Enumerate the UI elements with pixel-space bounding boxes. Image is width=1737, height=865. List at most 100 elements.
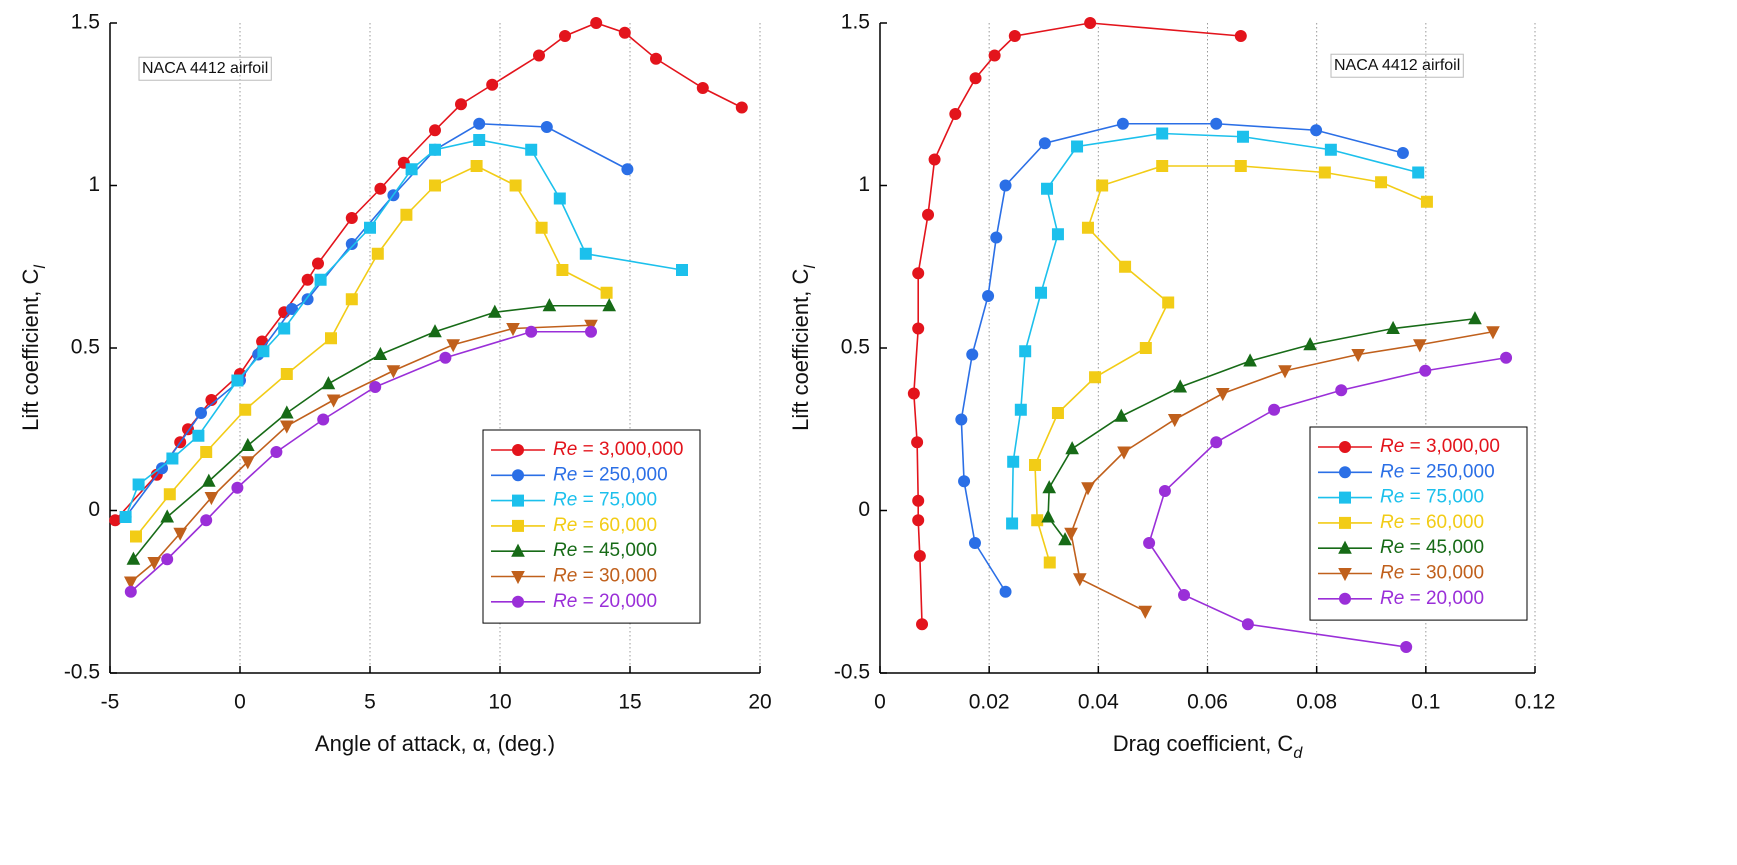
marker [1117,446,1131,460]
marker [556,264,569,276]
y-tick-label: 1 [858,173,870,196]
x-tick-label: 0.1 [1411,691,1440,714]
marker [1243,353,1257,367]
marker [326,394,341,408]
marker [1051,228,1064,241]
marker [1089,371,1102,384]
legend: Re = 3,000,000 Re = 250,000 Re = 75,000 Re … [482,429,701,624]
marker [386,365,401,379]
marker [400,208,413,221]
marker [161,553,174,566]
marker [1019,345,1032,358]
marker [200,446,213,458]
marker [270,446,283,458]
marker [1178,589,1191,601]
marker [512,494,524,507]
marker [676,264,688,276]
x-tick-label: -5 [101,691,120,714]
marker [109,514,122,527]
marker [321,376,336,390]
marker [156,462,168,475]
marker [1215,388,1230,402]
marker [317,413,330,426]
marker [487,304,502,318]
marker [1114,408,1129,422]
marker [1486,326,1500,340]
marker [1007,455,1020,468]
y-axis-label-sub: l [32,265,49,269]
legend-label: Re = 3,000,000 [553,439,683,460]
y-tick-label: 1.5 [841,11,870,34]
marker [535,221,548,234]
marker [371,247,384,260]
marker [1041,509,1055,523]
y-axis-label-text: Lift coefficient, C [788,269,813,431]
marker [279,420,294,434]
marker [1006,517,1019,530]
legend-label: Re = 60,000 [553,515,657,536]
marker [533,49,545,62]
marker [1096,179,1109,192]
marker [506,323,520,337]
marker [1468,311,1482,325]
legend-label: Re = 45,000 [1380,537,1484,558]
marker [1119,260,1132,273]
marker [1338,568,1352,582]
marker [559,30,571,42]
marker [240,456,255,470]
marker [650,52,662,65]
x-tick-label: 20 [748,691,771,714]
marker [958,475,971,488]
marker [621,163,634,176]
marker [1351,349,1365,363]
legend-label: Re = 30,000 [1380,563,1484,584]
x-tick-label: 5 [364,691,376,714]
marker [486,78,499,91]
marker [439,351,452,364]
marker [1043,556,1056,569]
marker [163,488,176,501]
marker [1139,342,1152,354]
marker [990,231,1003,244]
marker [916,618,929,631]
marker [325,332,337,345]
marker [126,551,141,565]
marker [525,143,538,156]
marker [1071,140,1084,153]
marker [147,557,162,571]
marker [1008,30,1021,42]
marker [911,436,924,449]
marker [160,509,175,523]
series-line [130,330,591,593]
y-tick-label: 1 [88,173,100,196]
marker [1420,195,1433,208]
marker [1014,403,1027,416]
x-tick-label: 0 [874,691,886,714]
marker [512,519,524,532]
marker [1156,127,1169,140]
marker [1419,364,1432,377]
marker [173,527,188,541]
marker [602,298,617,312]
marker [1400,641,1413,653]
marker [1339,466,1351,479]
marker [949,108,962,120]
marker [1156,160,1169,172]
marker [1236,130,1249,143]
marker [1386,320,1400,334]
legend-label: Re = 60,000 [1380,512,1484,533]
marker [1065,441,1079,455]
y-tick-label: -0.5 [834,661,870,684]
marker [119,511,132,523]
marker [1167,414,1182,428]
marker [239,403,252,416]
marker [1339,516,1351,529]
y-tick-label: 0 [88,498,100,521]
legend-label: Re = 30,000 [553,566,657,587]
marker [968,537,981,549]
marker [314,273,327,286]
marker [600,286,613,299]
marker [345,293,358,306]
marker [1138,605,1153,619]
